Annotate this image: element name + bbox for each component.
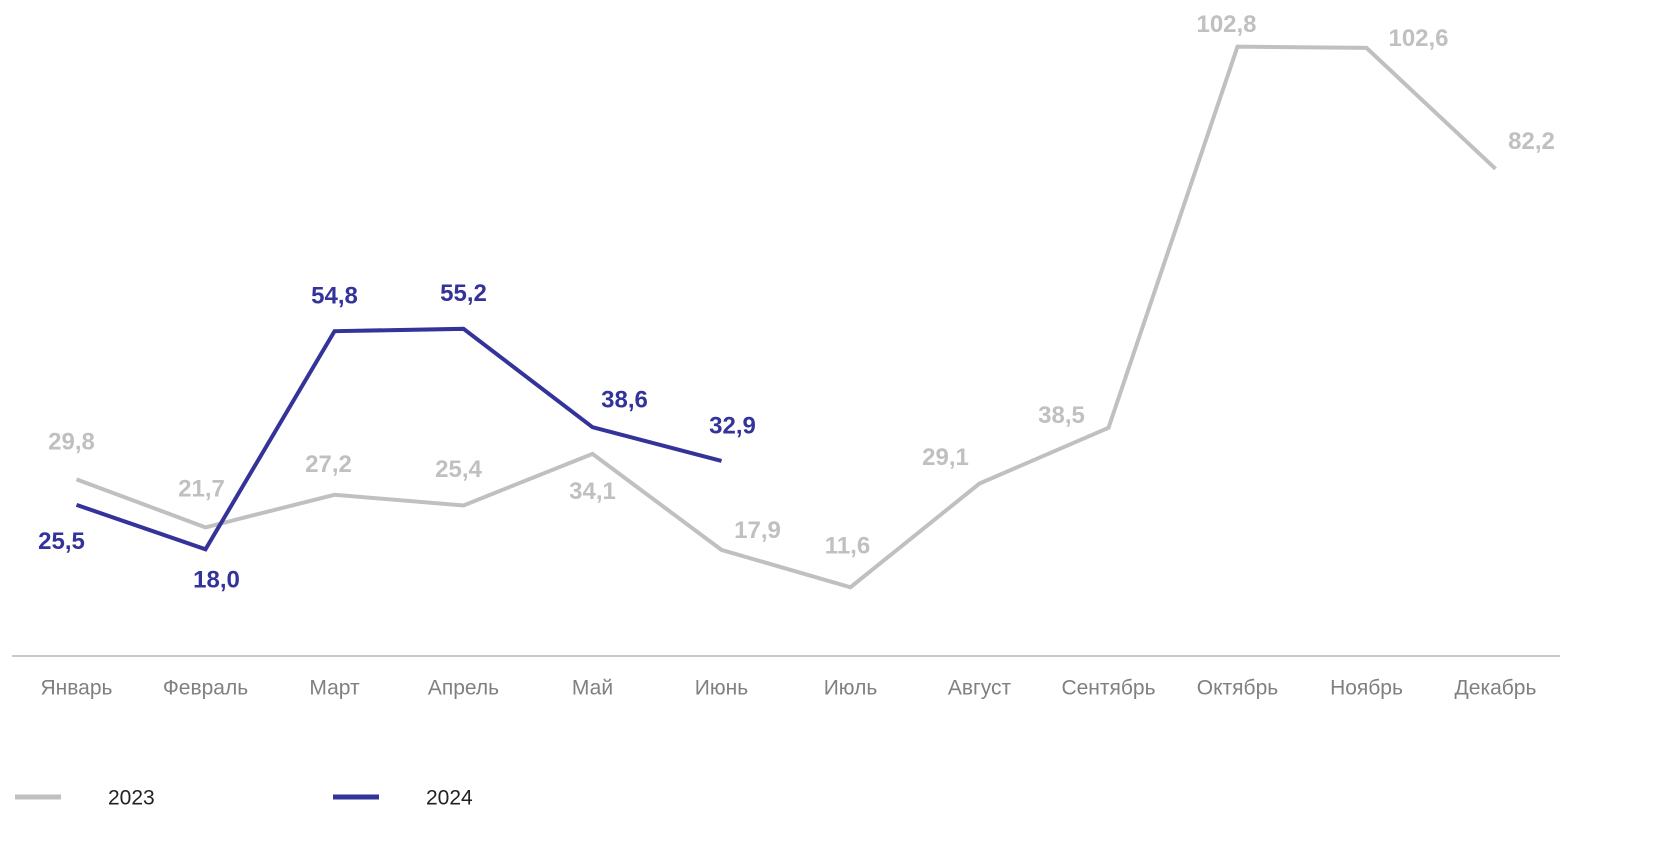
data-label: 54,8 [311,283,358,310]
series-line [75,44,1497,590]
data-label: 18,0 [193,567,240,594]
x-tick-label: Июнь [695,677,748,700]
data-label: 34,1 [569,478,616,505]
data-label: 25,5 [38,528,85,555]
x-tick-label: Май [572,677,613,700]
data-label: 38,5 [1038,402,1085,429]
x-tick-label: Март [309,677,360,700]
data-label: 21,7 [178,476,225,503]
x-tick-label: Октябрь [1197,677,1278,700]
series-line [75,326,723,552]
data-label: 27,2 [305,451,352,478]
data-label: 38,6 [601,387,648,414]
data-label: 102,6 [1388,25,1448,52]
x-tick-label: Январь [41,677,113,700]
data-label: 32,9 [709,412,756,439]
legend-label: 2023 [108,787,155,810]
data-label: 11,6 [825,533,870,560]
x-tick-label: Февраль [163,677,248,700]
data-label: 17,9 [734,517,781,544]
data-label: 25,4 [435,456,482,483]
x-tick-label: Август [948,677,1012,700]
data-label: 29,1 [922,444,969,471]
data-label: 82,2 [1508,128,1555,155]
legend-label: 2024 [426,787,473,810]
data-label: 55,2 [440,280,487,307]
data-label: 102,8 [1196,11,1256,38]
x-tick-label: Ноябрь [1330,677,1403,700]
x-tick-label: Сентябрь [1061,677,1155,700]
x-tick-label: Апрель [428,677,499,700]
x-tick-label: Июль [824,677,878,700]
x-tick-label: Декабрь [1455,677,1537,700]
data-label: 29,8 [48,429,95,456]
